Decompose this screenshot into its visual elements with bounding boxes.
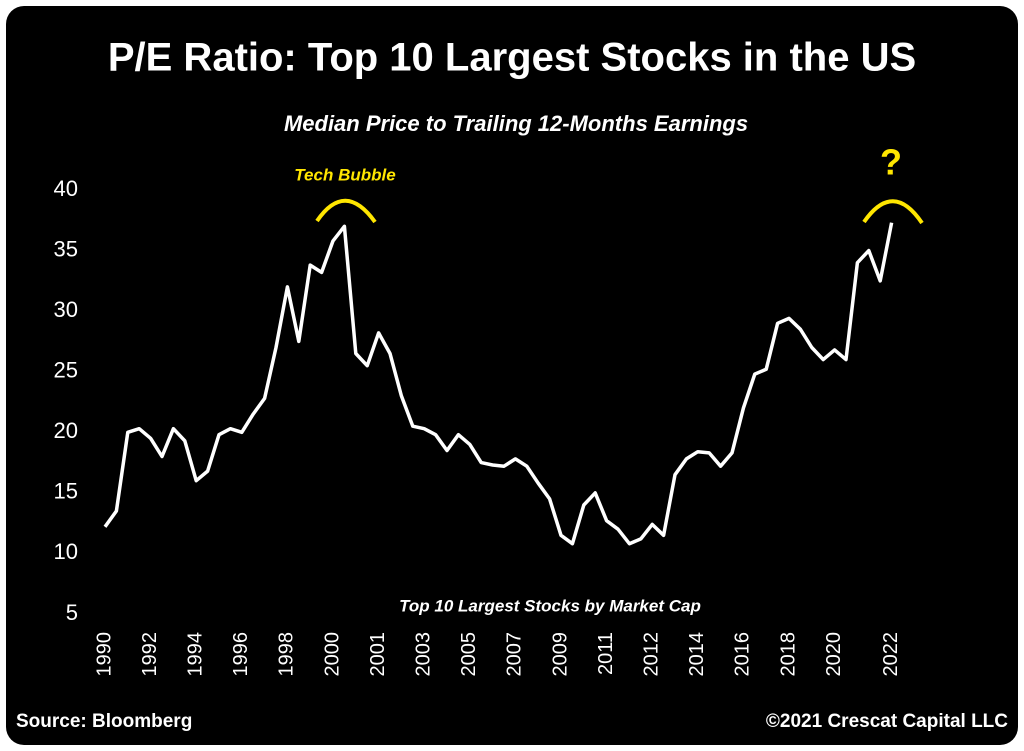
x-tick-label: 2000 xyxy=(321,632,343,677)
y-tick-label: 40 xyxy=(54,176,78,201)
y-tick-label: 10 xyxy=(54,539,78,564)
annotation-arc xyxy=(315,198,377,224)
y-tick-label: 35 xyxy=(54,236,78,261)
y-tick-label: 20 xyxy=(54,418,78,443)
x-tick-label: 2001 xyxy=(367,632,389,677)
annotation-arc xyxy=(862,199,924,225)
line xyxy=(103,222,894,546)
x-tick-label: 2020 xyxy=(823,632,845,677)
x-tick-label: 1990 xyxy=(93,632,115,677)
x-tick-label: 2009 xyxy=(549,632,571,677)
y-tick-label: 5 xyxy=(66,600,78,625)
panel xyxy=(6,6,1018,745)
annotation: ? xyxy=(880,142,902,183)
x-tick-label: 2014 xyxy=(686,632,708,677)
x-tick-label: 2011 xyxy=(595,632,617,675)
chart-title: P/E Ratio: Top 10 Largest Stocks in the … xyxy=(108,36,916,80)
x-tick-label: 2012 xyxy=(640,632,662,677)
x-tick-label: 1998 xyxy=(276,632,298,677)
annotation: Tech Bubble xyxy=(294,165,395,184)
x-tick-label: 2022 xyxy=(880,632,902,677)
credit: ©2021 Crescat Capital LLC xyxy=(766,711,1008,732)
x-tick-label: 1996 xyxy=(230,632,252,677)
x-tick-label: 2003 xyxy=(412,632,434,677)
y-tick-label: 30 xyxy=(54,297,78,322)
source: Source: Bloomberg xyxy=(16,711,192,732)
x-tick-label: 2018 xyxy=(777,632,799,677)
x-tick-label: 1992 xyxy=(139,632,161,677)
x-tick-label: 2016 xyxy=(732,632,754,677)
x-tick-label: 1994 xyxy=(184,632,206,677)
chart-subtitle: Median Price to Trailing 12-Months Earni… xyxy=(284,111,748,136)
x-tick-label: 2005 xyxy=(458,632,480,677)
x-tick-label: 2007 xyxy=(504,632,526,677)
y-tick-label: 15 xyxy=(54,479,78,504)
chart-note: Top 10 Largest Stocks by Market Cap xyxy=(399,596,701,615)
y-tick-label: 25 xyxy=(54,358,78,383)
